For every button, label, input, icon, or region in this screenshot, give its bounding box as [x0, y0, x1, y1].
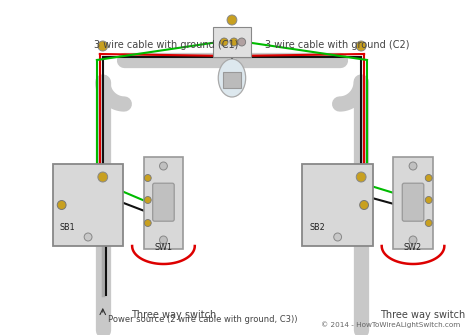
- Circle shape: [409, 236, 417, 244]
- Circle shape: [98, 172, 108, 182]
- FancyBboxPatch shape: [213, 27, 251, 57]
- FancyBboxPatch shape: [302, 164, 373, 246]
- Circle shape: [425, 175, 432, 182]
- Text: Power source (2 wire cable with ground, C3)): Power source (2 wire cable with ground, …: [108, 316, 297, 325]
- FancyBboxPatch shape: [144, 157, 183, 249]
- Circle shape: [98, 41, 108, 51]
- Circle shape: [145, 197, 151, 203]
- Circle shape: [356, 41, 366, 51]
- FancyBboxPatch shape: [153, 183, 174, 221]
- Circle shape: [227, 15, 237, 25]
- Circle shape: [360, 201, 368, 209]
- Text: SB2: SB2: [309, 223, 325, 232]
- Circle shape: [57, 201, 66, 209]
- Text: © 2014 - HowToWireALightSwitch.com: © 2014 - HowToWireALightSwitch.com: [321, 321, 460, 328]
- Text: Three way switch: Three way switch: [380, 310, 465, 320]
- FancyBboxPatch shape: [223, 72, 241, 88]
- Circle shape: [161, 195, 166, 201]
- Ellipse shape: [218, 59, 246, 97]
- Circle shape: [409, 162, 417, 170]
- Circle shape: [230, 38, 238, 46]
- Circle shape: [160, 236, 167, 244]
- Circle shape: [410, 195, 416, 201]
- Circle shape: [425, 197, 432, 203]
- Circle shape: [145, 175, 151, 182]
- FancyBboxPatch shape: [402, 183, 424, 221]
- Circle shape: [425, 219, 432, 226]
- Circle shape: [84, 233, 92, 241]
- Circle shape: [160, 162, 167, 170]
- Circle shape: [220, 38, 228, 46]
- Circle shape: [356, 172, 366, 182]
- Circle shape: [238, 38, 246, 46]
- Text: 3 wire cable with ground (C1): 3 wire cable with ground (C1): [94, 40, 238, 50]
- Circle shape: [334, 233, 342, 241]
- FancyBboxPatch shape: [53, 164, 123, 246]
- Text: SW2: SW2: [404, 243, 422, 252]
- Text: SW1: SW1: [155, 243, 173, 252]
- Text: 3 wire cable with ground (C2): 3 wire cable with ground (C2): [265, 40, 410, 50]
- Text: Three way switch: Three way switch: [131, 310, 216, 320]
- Text: SB1: SB1: [60, 223, 75, 232]
- Circle shape: [145, 219, 151, 226]
- FancyBboxPatch shape: [393, 157, 433, 249]
